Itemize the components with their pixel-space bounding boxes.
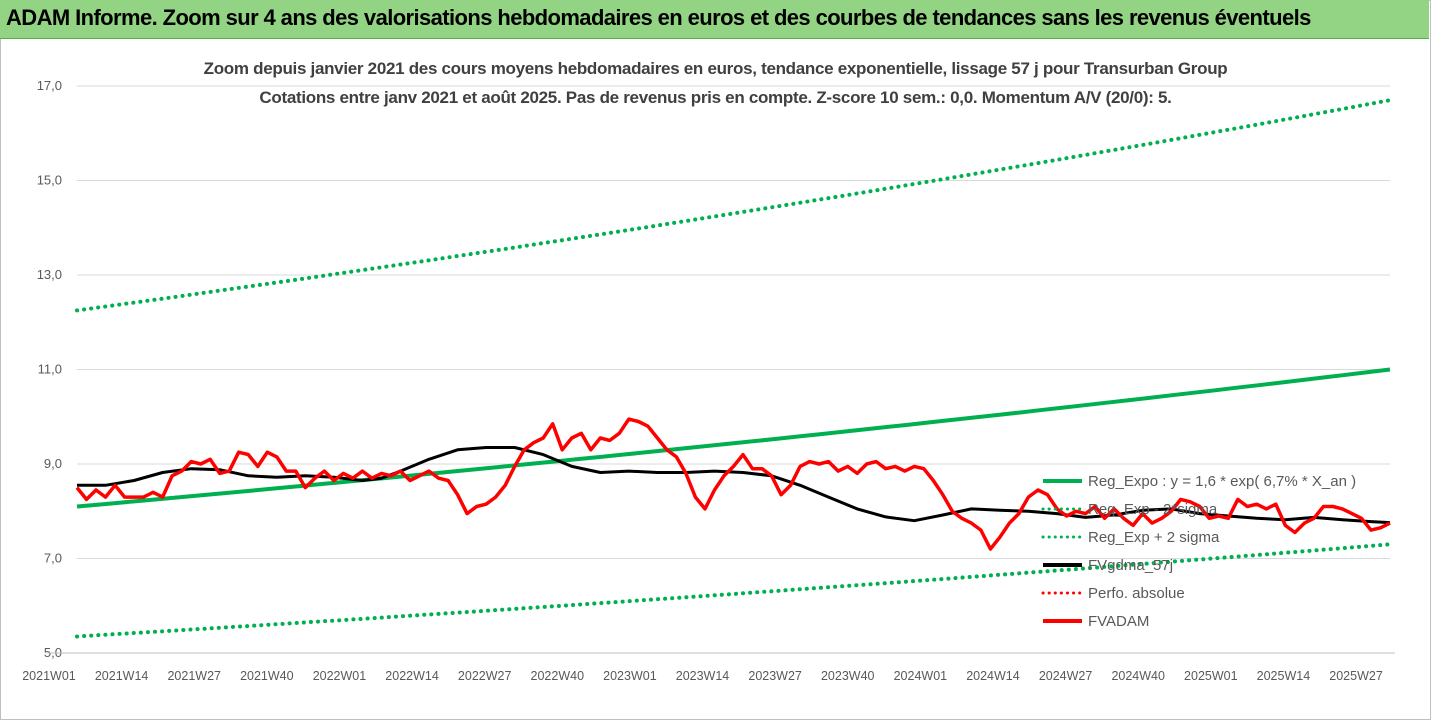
x-tick-label: 2023W40 (821, 669, 875, 683)
x-tick-label: 2024W40 (1111, 669, 1165, 683)
legend-label: Reg_Exp + 2 sigma (1088, 529, 1220, 546)
gridlines (77, 85, 1390, 654)
x-tick-label: 2024W01 (894, 669, 948, 683)
upper-band-line (75, 98, 1392, 313)
x-tick-label: 2025W01 (1184, 669, 1238, 683)
x-tick-label: 2022W40 (531, 669, 585, 683)
x-tick-label: 2021W01 (22, 669, 76, 683)
x-tick-label: 2021W40 (240, 669, 294, 683)
series-group (75, 98, 1392, 639)
regression-line (76, 367, 1391, 509)
x-axis: 2021W01 2021W14 2021W27 2021W40 2022W01 2022W… (22, 652, 1395, 683)
price-line (75, 417, 1391, 551)
x-tick-label: 2022W27 (458, 669, 512, 683)
y-tick-label: 15,0 (37, 173, 62, 188)
y-axis: 5,07,09,011,013,015,017,0 (37, 78, 62, 660)
x-tick-label: 2024W27 (1039, 669, 1093, 683)
x-tick-label: 2023W27 (748, 669, 802, 683)
x-tick-label: 2021W14 (95, 669, 149, 683)
x-tick-label: 2023W01 (603, 669, 657, 683)
x-tick-label: 2025W27 (1329, 669, 1383, 683)
legend-label: FVADAM (1088, 613, 1149, 630)
x-tick-label: 2023W14 (676, 669, 730, 683)
x-tick-label: 2024W14 (966, 669, 1020, 683)
y-tick-label: 13,0 (37, 267, 62, 282)
legend-label: Reg_Exp - 2*sigma (1088, 501, 1218, 518)
y-tick-label: 17,0 (37, 78, 62, 93)
x-tick-label: 2022W14 (385, 669, 439, 683)
chart-subtitle: Cotations entre janv 2021 et août 2025. … (259, 88, 1172, 107)
legend: Reg_Expo : y = 1,6 * exp( 6,7% * X_an ) R… (1041, 473, 1356, 630)
x-tick-label: 2025W14 (1257, 669, 1311, 683)
legend-label: Perfo. absolue (1088, 585, 1185, 602)
banner-title: ADAM Informe. Zoom sur 4 ans des valoris… (6, 5, 1311, 30)
legend-label: FVgdma_57j (1088, 557, 1173, 574)
y-tick-label: 11,0 (38, 362, 62, 377)
x-tick-label: 2021W27 (167, 669, 221, 683)
y-tick-label: 9,0 (44, 456, 62, 471)
y-tick-label: 7,0 (44, 551, 62, 566)
lower-band-line (75, 542, 1392, 639)
legend-label: Reg_Expo : y = 1,6 * exp( 6,7% * X_an ) (1088, 473, 1356, 490)
x-tick-label: 2022W01 (313, 669, 367, 683)
report-banner: ADAM Informe. Zoom sur 4 ans des valoris… (0, 0, 1429, 39)
chart-title: Zoom depuis janvier 2021 des cours moyen… (203, 59, 1228, 78)
